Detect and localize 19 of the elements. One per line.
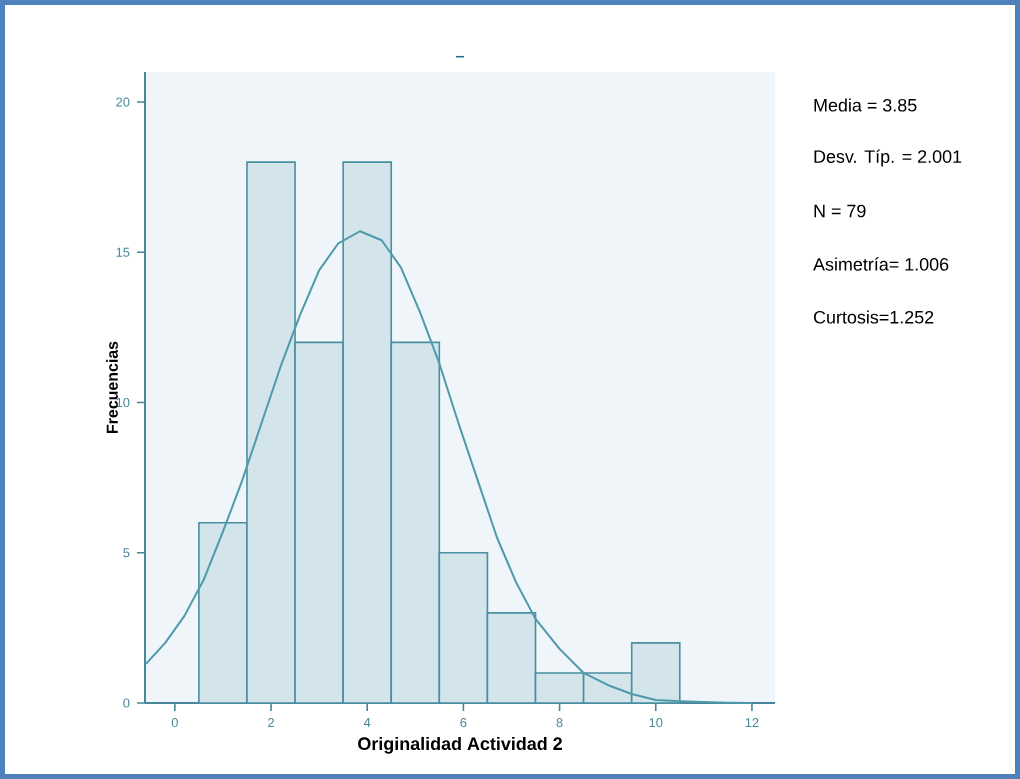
x-tick-label: 10 xyxy=(649,718,663,728)
text: Asimetría= 1.006 xyxy=(813,257,949,271)
y-axis-title: Frecuencias xyxy=(106,341,118,433)
x-tick-label: 0 xyxy=(171,718,178,728)
x-tick-label: 6 xyxy=(460,718,467,728)
text: N = 79 xyxy=(814,204,866,218)
text: Desv. Típ. = 2.001 xyxy=(814,149,962,167)
y-tick-label: 15 xyxy=(116,247,130,257)
y-tick-label: 20 xyxy=(116,97,130,107)
y-tick-label: 0 xyxy=(123,698,130,708)
x-tick-label: 12 xyxy=(745,718,759,728)
x-axis-title: Originalidad Actividad 2 xyxy=(358,736,562,754)
y-tick-label: 5 xyxy=(123,548,130,558)
x-tick-label: 8 xyxy=(556,718,563,728)
text: Curtosis=1.252 xyxy=(813,310,934,324)
x-tick-label: 2 xyxy=(268,718,274,728)
text: Media = 3.85 xyxy=(814,98,917,112)
x-tick-label: 4 xyxy=(363,718,371,727)
chart-title: – xyxy=(456,55,464,58)
